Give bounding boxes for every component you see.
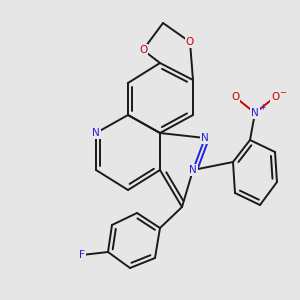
Text: O: O: [139, 45, 147, 55]
Text: N: N: [251, 108, 259, 118]
Text: O: O: [186, 37, 194, 47]
Text: +: +: [259, 103, 265, 112]
Text: N: N: [201, 133, 209, 143]
Text: N: N: [92, 128, 100, 138]
Text: N: N: [189, 165, 197, 175]
Text: −: −: [280, 88, 286, 98]
Text: O: O: [271, 92, 279, 102]
Text: F: F: [79, 250, 85, 260]
Text: O: O: [231, 92, 239, 102]
